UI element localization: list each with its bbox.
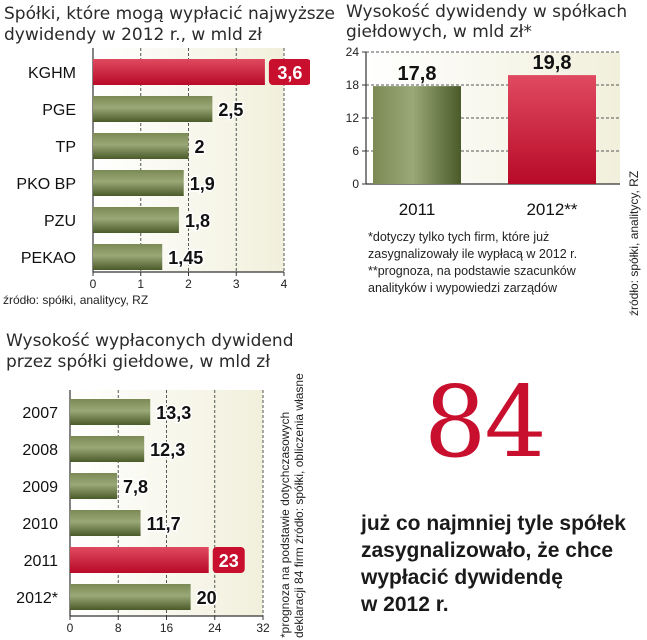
chart1: 0 1 2 3 4 KGHM 3,6 PGE 2,5 TP 2 PKO BP 1,9 PZU 1,8 PEKA… <box>16 48 310 291</box>
chart3-tick-label: 0 <box>67 621 74 635</box>
fact-line3: wypłacić dywidendę <box>361 566 563 589</box>
chart1-value-label: 2 <box>195 137 205 157</box>
chart3-value-label: 12,3 <box>150 440 185 460</box>
chart3-note-vertical: *prognoza na podstawie dotychczasowych d… <box>278 373 306 638</box>
chart3-bar <box>70 584 191 610</box>
chart2-bar <box>373 86 461 184</box>
chart1-source: źródło: spółki, analitycy, RZ <box>3 293 149 307</box>
fact-line1: już co najmniej tyle spółek <box>361 510 626 537</box>
fact-line2: zasygnalizowało, że chce <box>361 539 614 562</box>
chart2-tick-label: 0 <box>352 177 359 191</box>
chart1-value-label: 1,9 <box>190 174 215 194</box>
chart1-bar <box>93 133 189 159</box>
chart2-source-vertical: źródło: spółki, analitycy, RZ <box>627 170 641 316</box>
chart1-category-label: PGE <box>42 102 76 119</box>
chart1-tick-label: 4 <box>281 277 288 291</box>
chart3-bar <box>70 510 141 536</box>
chart1-bar <box>93 207 179 233</box>
chart3: 0 8 16 24 32 2007 13,3 2008 12,3 2009 7,8 2010 11,7 2… <box>16 390 270 635</box>
chart1-bar <box>93 244 163 270</box>
chart3-category-label: 2011 <box>24 553 59 570</box>
chart3-category-label: 2010 <box>22 516 58 533</box>
chart1-bar <box>93 59 265 85</box>
chart1-bar <box>93 170 184 196</box>
fact-line1-pre: już co najmniej <box>361 512 518 535</box>
chart3-tick-label: 24 <box>208 621 222 635</box>
chart3-title: Wysokość wypłaconych dywidend przez spół… <box>6 331 293 373</box>
chart3-note-vertical-line1: *prognoza na podstawie dotychczasowych <box>278 411 292 638</box>
chart2-tick-label: 18 <box>346 78 360 92</box>
chart3-bar <box>70 547 209 573</box>
chart1-value-label: 1,45 <box>168 248 203 268</box>
chart3-bar <box>70 436 145 462</box>
chart2-title-line2: giełdowych, w mld zł* <box>346 22 532 42</box>
chart3-value-label: 13,3 <box>156 403 191 423</box>
chart2-bar <box>508 75 596 184</box>
chart3-value-badge <box>212 547 245 573</box>
chart3-category-label: 2012* <box>16 590 58 607</box>
chart1-category-label: TP <box>56 139 76 156</box>
chart2-category-label: 2011 <box>399 200 436 219</box>
chart1-title: Spółki, które mogą wypłacić najwyższe dy… <box>4 4 335 46</box>
chart2-tick-label: 12 <box>346 111 360 125</box>
chart2-tick-label: 6 <box>352 144 359 158</box>
chart1-value-badge <box>268 59 310 85</box>
chart3-tick-label: 8 <box>115 621 122 635</box>
chart1-title-line2: dywidendy w 2012 r., w mld zł <box>4 25 262 45</box>
fact-line1-bold: tyle spółek <box>517 512 626 535</box>
fact-number: 84 <box>424 366 547 480</box>
chart3-category-label: 2008 <box>22 442 58 459</box>
chart1-category-label: PZU <box>44 213 76 230</box>
chart1-category-label: PKO BP <box>16 176 76 193</box>
chart2-title: Wysokość dywidendy w spółkach giełdowych… <box>346 2 627 42</box>
chart3-category-label: 2007 <box>22 405 58 422</box>
chart2-note-line3: **prognoza, na podstawie szacunków <box>368 264 576 278</box>
chart2-tick-label: 24 <box>346 45 360 59</box>
chart2-category-label: 2012** <box>526 200 577 219</box>
chart1-title-line1: Spółki, które mogą wypłacić najwyższe <box>4 4 336 24</box>
chart1-category-label: KGHM <box>28 65 76 82</box>
chart1-value-label: 2,5 <box>218 100 243 120</box>
chart3-bar <box>70 473 118 499</box>
chart3-category-label: 2009 <box>22 479 58 496</box>
chart1-bar <box>93 96 213 122</box>
chart1-tick-label: 1 <box>137 277 144 291</box>
chart3-value-label: 11,7 <box>147 514 181 534</box>
chart2: 0 6 12 18 24 17,8 2011 19,8 2012** <box>346 45 620 219</box>
chart3-title-line1: Wysokość wypłaconych dywidend <box>6 331 294 351</box>
chart3-value-label: 20 <box>197 588 217 608</box>
chart1-tick-label: 0 <box>90 277 97 291</box>
chart2-note-line1: *dotyczy tylko tych firm, które już <box>368 230 550 244</box>
chart3-bar <box>70 399 151 425</box>
chart2-notes: *dotyczy tylko tych firm, które już zasy… <box>368 229 577 297</box>
chart3-title-line2: przez spółki giełdowe, w mld zł <box>6 352 271 372</box>
chart1-value-label: 3,6 <box>277 63 302 83</box>
chart2-note-line4: analityków i wypowiedzi zarządów <box>368 281 557 295</box>
chart1-tick-label: 3 <box>233 277 240 291</box>
chart1-tick-label: 2 <box>185 277 192 291</box>
fact-text: już co najmniej tyle spółek zasygnalizow… <box>361 510 626 618</box>
chart1-category-label: PEKAO <box>21 250 76 267</box>
chart2-note-line2: zasygnalizowały ile wypłacą w 2012 r. <box>368 247 578 261</box>
fact-line4: w 2012 r. <box>361 593 449 616</box>
chart2-title-line1: Wysokość dywidendy w spółkach <box>346 2 628 22</box>
chart3-tick-label: 32 <box>256 621 270 635</box>
chart3-value-label: 23 <box>219 551 239 571</box>
chart1-value-label: 1,8 <box>185 211 210 231</box>
chart2-value-label: 19,8 <box>533 52 572 74</box>
chart3-tick-label: 16 <box>160 621 174 635</box>
chart2-value-label: 17,8 <box>398 63 437 85</box>
chart3-value-label: 7,8 <box>123 477 148 497</box>
chart3-note-vertical-line2: deklaracji 84 firm źródło: spółki, oblic… <box>292 373 306 638</box>
